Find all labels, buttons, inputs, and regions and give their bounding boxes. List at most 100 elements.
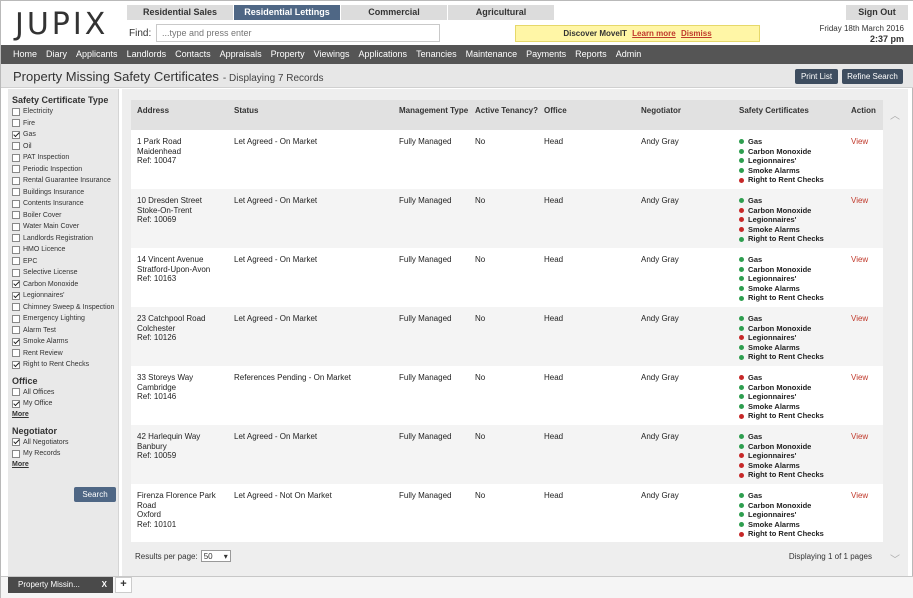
nav-item-admin[interactable]: Admin	[615, 49, 642, 59]
checkbox[interactable]	[12, 153, 20, 162]
checkbox[interactable]	[12, 211, 20, 220]
nav-item-viewings[interactable]: Viewings	[313, 49, 350, 59]
checkbox[interactable]	[12, 388, 20, 397]
checkbox[interactable]	[12, 199, 20, 208]
filter-option[interactable]: Emergency Lighting	[12, 313, 118, 325]
checkbox[interactable]	[12, 130, 20, 139]
column-header: Active Tenancy?	[475, 106, 538, 115]
checkbox[interactable]	[12, 326, 20, 335]
filter-option[interactable]: All Offices	[12, 387, 118, 399]
checkbox[interactable]	[12, 360, 20, 369]
open-tab[interactable]: Property Missin... X	[8, 577, 113, 593]
filter-option-label: Legionnaires'	[23, 292, 65, 300]
checkbox[interactable]	[12, 337, 20, 346]
find-input[interactable]	[156, 24, 440, 42]
filter-option[interactable]: Water Main Cover	[12, 221, 118, 233]
filter-option[interactable]: Smoke Alarms	[12, 336, 118, 348]
checkbox[interactable]	[12, 268, 20, 277]
tab-residential-sales[interactable]: Residential Sales	[127, 5, 233, 20]
checkbox[interactable]	[12, 449, 20, 458]
filter-option[interactable]: Landlords Registration	[12, 233, 118, 245]
negotiator-more-link[interactable]: More	[12, 460, 29, 468]
scroll-down-icon[interactable]: ﹀	[890, 555, 900, 566]
filter-option[interactable]: Rental Guarantee Insurance	[12, 175, 118, 187]
checkbox[interactable]	[12, 257, 20, 266]
filter-option[interactable]: Rent Review	[12, 348, 118, 360]
checkbox[interactable]	[12, 176, 20, 185]
checkbox[interactable]	[12, 165, 20, 174]
checkbox[interactable]	[12, 234, 20, 243]
view-link[interactable]: View	[851, 432, 869, 441]
filter-option[interactable]: Periodic Inspection	[12, 164, 118, 176]
filter-option[interactable]: Chimney Sweep & Inspection	[12, 302, 118, 314]
view-link[interactable]: View	[851, 491, 869, 500]
checkbox[interactable]	[12, 245, 20, 254]
nav-item-maintenance[interactable]: Maintenance	[465, 49, 518, 59]
filter-option[interactable]: Carbon Monoxide	[12, 279, 118, 291]
view-link[interactable]: View	[851, 255, 869, 264]
tab-agricultural[interactable]: Agricultural	[448, 5, 554, 20]
nav-item-home[interactable]: Home	[13, 49, 38, 59]
view-link[interactable]: View	[851, 137, 869, 146]
filter-option[interactable]: Selective License	[12, 267, 118, 279]
view-link[interactable]: View	[851, 196, 869, 205]
checkbox[interactable]	[12, 291, 20, 300]
view-link[interactable]: View	[851, 373, 869, 382]
checkbox[interactable]	[12, 119, 20, 128]
checkbox[interactable]	[12, 314, 20, 323]
nav-item-reports[interactable]: Reports	[575, 49, 607, 59]
print-list-button[interactable]: Print List	[795, 69, 838, 84]
checkbox[interactable]	[12, 438, 20, 447]
nav-item-applicants[interactable]: Applicants	[76, 49, 118, 59]
filter-option[interactable]: My Records	[12, 448, 118, 460]
filter-option[interactable]: Oil	[12, 141, 118, 153]
filter-option[interactable]: Boiler Cover	[12, 210, 118, 222]
filter-option[interactable]: PAT Inspection	[12, 152, 118, 164]
office-more-link[interactable]: More	[12, 410, 29, 418]
filter-option[interactable]: Gas	[12, 129, 118, 141]
filter-option[interactable]: Right to Rent Checks	[12, 359, 118, 371]
sign-out-button[interactable]: Sign Out	[846, 5, 908, 20]
filter-option[interactable]: My Office	[12, 398, 118, 410]
checkbox[interactable]	[12, 399, 20, 408]
column-header: Address	[137, 106, 170, 115]
close-tab-icon[interactable]: X	[101, 580, 107, 589]
filter-option[interactable]: Buildings Insurance	[12, 187, 118, 199]
filter-option[interactable]: Electricity	[12, 106, 118, 118]
filter-option[interactable]: HMO Licence	[12, 244, 118, 256]
nav-item-tenancies[interactable]: Tenancies	[416, 49, 457, 59]
nav-item-payments[interactable]: Payments	[526, 49, 567, 59]
nav-item-contacts[interactable]: Contacts	[175, 49, 211, 59]
status-ok-icon	[739, 394, 744, 400]
results-per-page-select[interactable]: 50 ▾	[200, 550, 231, 562]
checkbox[interactable]	[12, 280, 20, 289]
filter-option[interactable]: Fire	[12, 118, 118, 130]
checkbox[interactable]	[12, 107, 20, 116]
refine-search-button[interactable]: Refine Search	[842, 69, 903, 84]
checkbox[interactable]	[12, 303, 20, 312]
checkbox[interactable]	[12, 188, 20, 197]
dismiss-link[interactable]: Dismiss	[680, 29, 712, 38]
filter-option[interactable]: Contents Insurance	[12, 198, 118, 210]
checkbox[interactable]	[12, 142, 20, 151]
nav-item-applications[interactable]: Applications	[358, 49, 408, 59]
view-link[interactable]: View	[851, 314, 869, 323]
tab-residential-lettings[interactable]: Residential Lettings	[234, 5, 340, 20]
nav-item-appraisals[interactable]: Appraisals	[219, 49, 262, 59]
filter-option[interactable]: Alarm Test	[12, 325, 118, 337]
checkbox[interactable]	[12, 349, 20, 358]
nav-item-diary[interactable]: Diary	[46, 49, 68, 59]
certificate-item: Smoke Alarms	[739, 343, 845, 353]
filter-option[interactable]: All Negotiators	[12, 437, 118, 449]
learn-more-link[interactable]: Learn more	[632, 29, 676, 38]
tab-commercial[interactable]: Commercial	[341, 5, 447, 20]
scroll-up-icon[interactable]: ︿	[890, 111, 900, 122]
nav-item-landlords[interactable]: Landlords	[126, 49, 167, 59]
filter-option[interactable]: Legionnaires'	[12, 290, 118, 302]
status-ok-icon	[739, 198, 744, 204]
search-button[interactable]: Search	[74, 487, 116, 502]
checkbox[interactable]	[12, 222, 20, 231]
add-tab-button[interactable]: +	[115, 577, 132, 593]
nav-item-property[interactable]: Property	[270, 49, 305, 59]
filter-option[interactable]: EPC	[12, 256, 118, 268]
